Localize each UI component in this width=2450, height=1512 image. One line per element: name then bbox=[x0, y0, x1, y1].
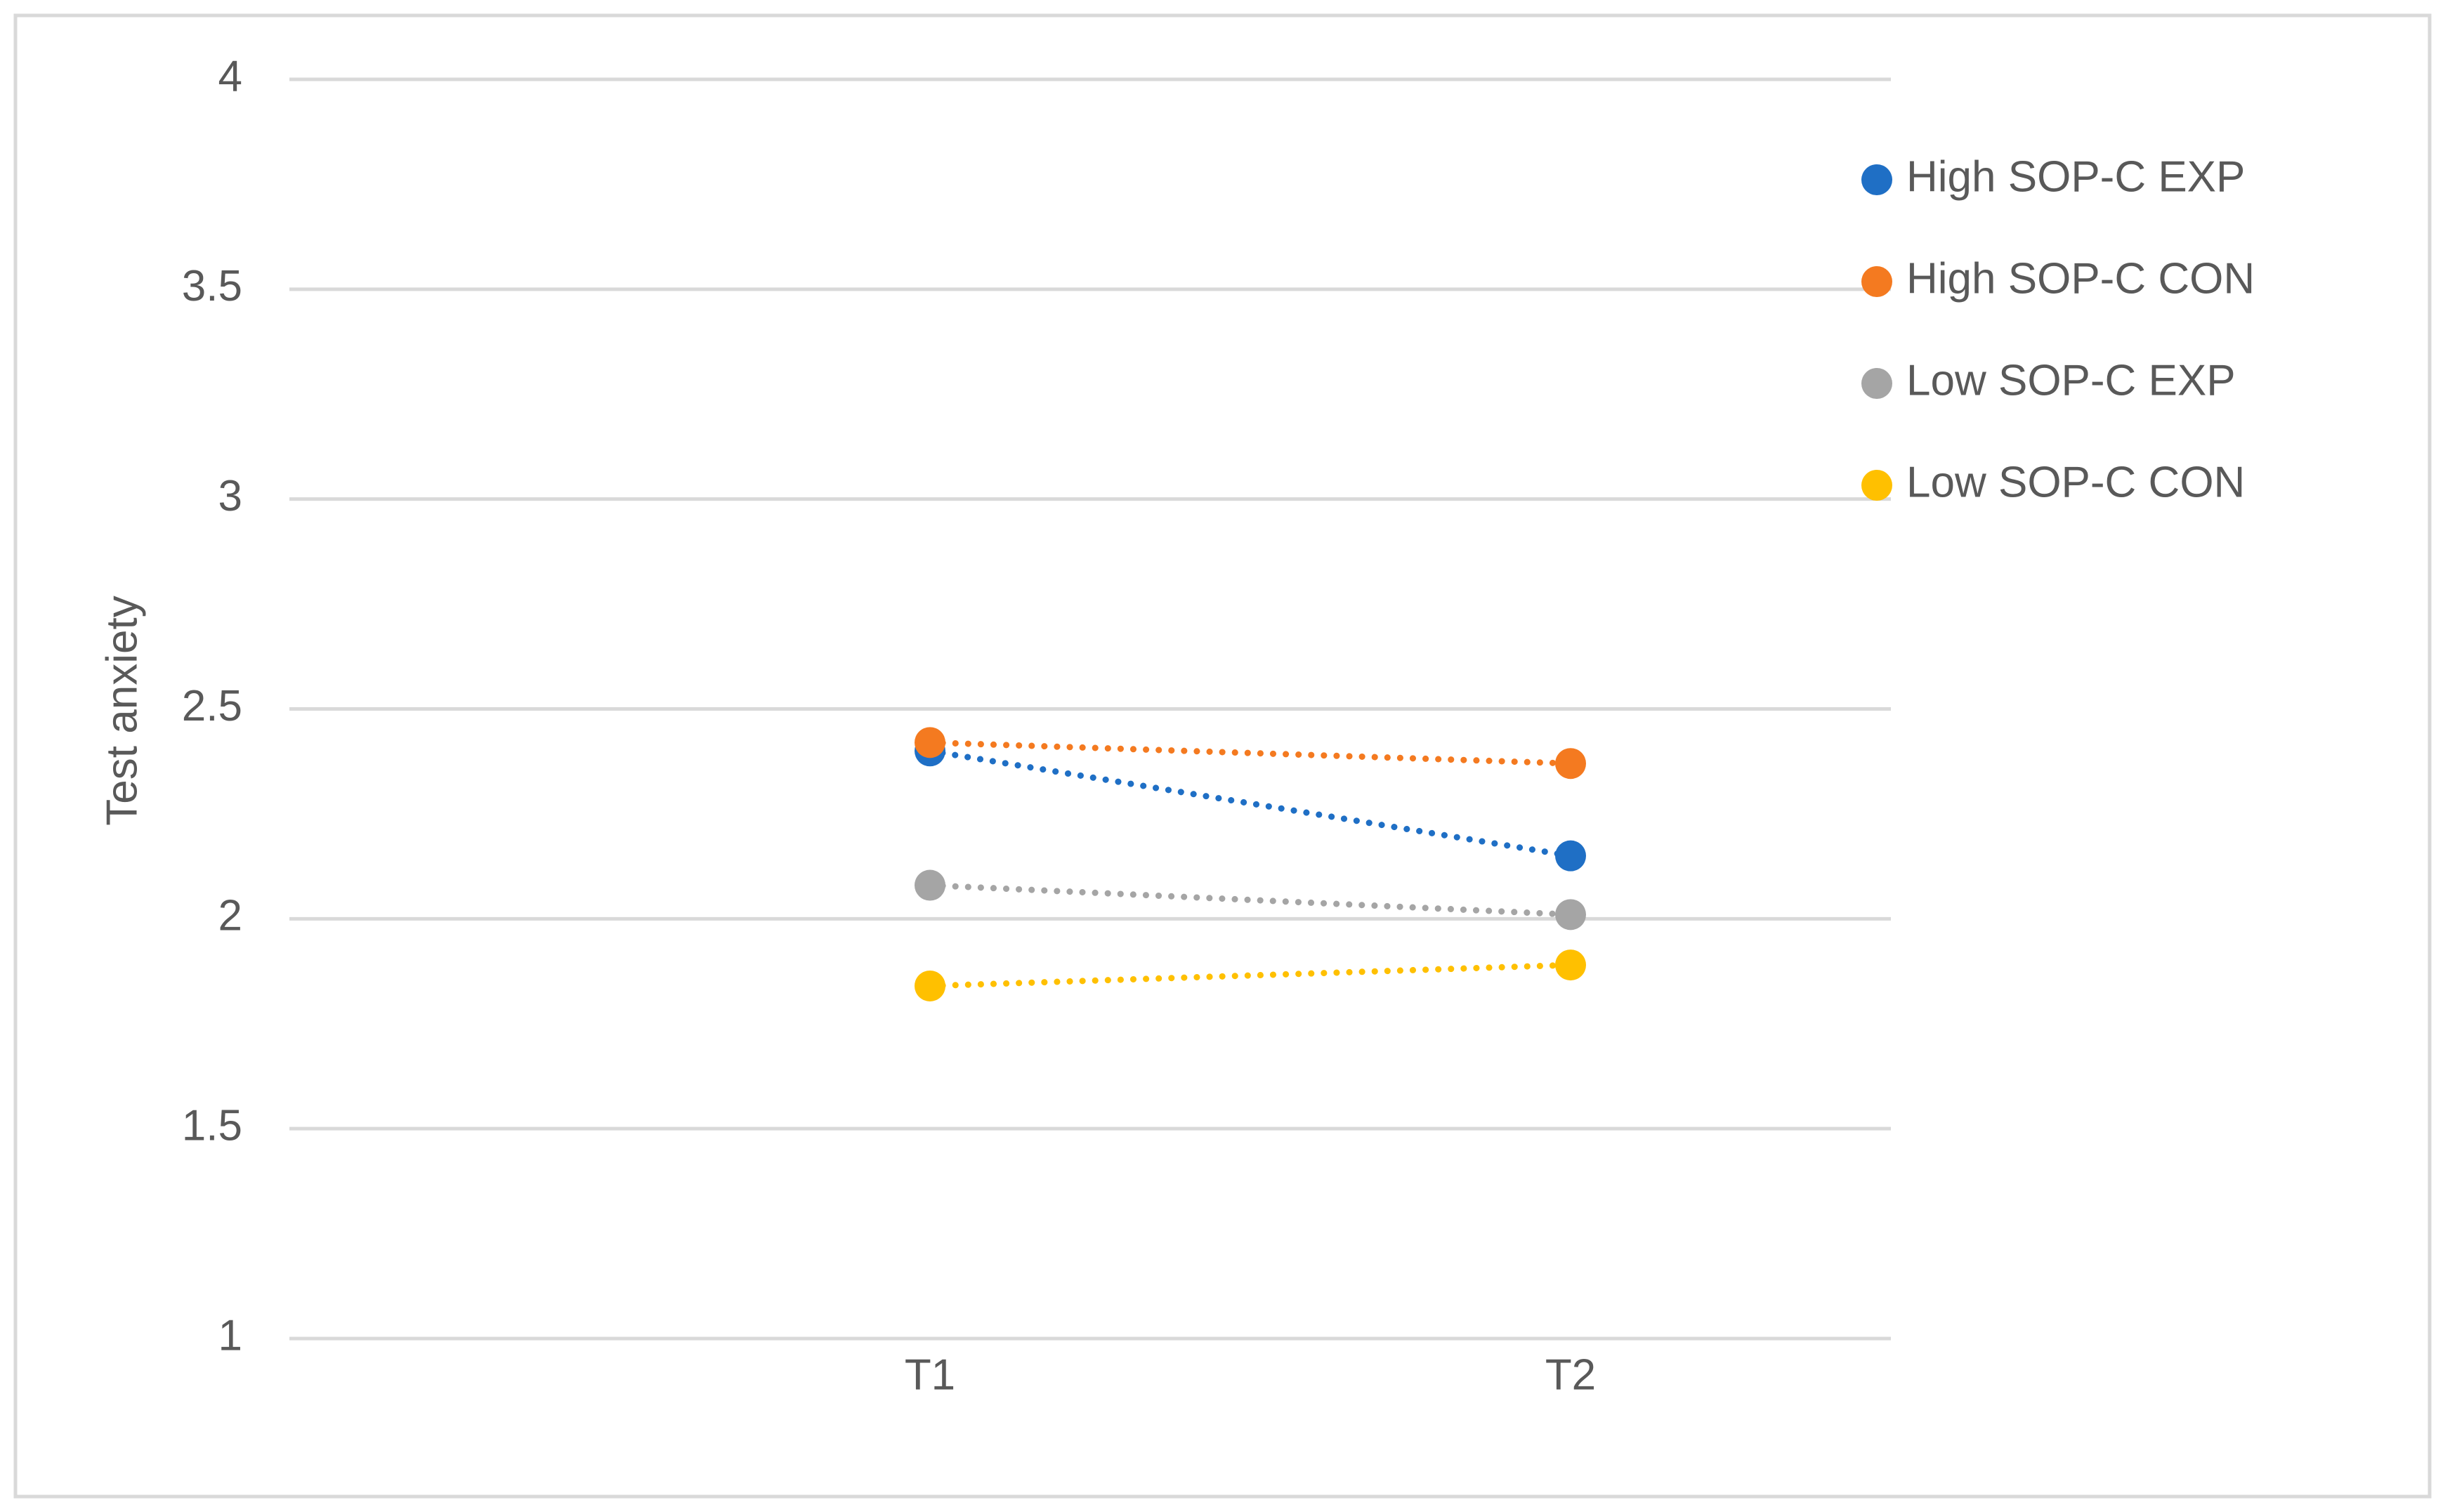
y-tick-label: 1 bbox=[218, 1311, 242, 1360]
data-point bbox=[1555, 949, 1586, 981]
legend-label: Low SOP-C CON bbox=[1906, 458, 2245, 506]
data-point bbox=[915, 727, 945, 758]
data-point bbox=[915, 970, 945, 1001]
y-tick-label: 2.5 bbox=[182, 682, 242, 730]
y-axis-label: Test anxiety bbox=[98, 596, 146, 825]
x-tick-label: T2 bbox=[1545, 1350, 1596, 1399]
y-tick-label: 3 bbox=[218, 472, 242, 520]
legend-marker bbox=[1861, 164, 1892, 195]
y-tick-label: 1.5 bbox=[182, 1102, 242, 1150]
series-line bbox=[926, 961, 1574, 990]
legend-marker bbox=[1861, 368, 1892, 399]
data-point bbox=[915, 869, 945, 901]
data-point bbox=[1555, 748, 1586, 780]
legend-label: High SOP-C CON bbox=[1906, 254, 2255, 303]
y-tick-label: 3.5 bbox=[182, 262, 242, 310]
data-point bbox=[1555, 899, 1586, 931]
series-line bbox=[926, 882, 1574, 918]
y-tick-label: 2 bbox=[218, 892, 242, 940]
data-point bbox=[1555, 840, 1586, 872]
chart-border bbox=[13, 13, 2432, 1499]
series-line bbox=[926, 739, 1574, 767]
legend-marker bbox=[1861, 266, 1892, 297]
y-tick-label: 4 bbox=[218, 52, 242, 100]
legend-marker bbox=[1861, 470, 1892, 501]
legend-label: High SOP-C EXP bbox=[1906, 152, 2245, 201]
legend-label: Low SOP-C EXP bbox=[1906, 356, 2236, 405]
x-tick-label: T1 bbox=[905, 1350, 955, 1399]
